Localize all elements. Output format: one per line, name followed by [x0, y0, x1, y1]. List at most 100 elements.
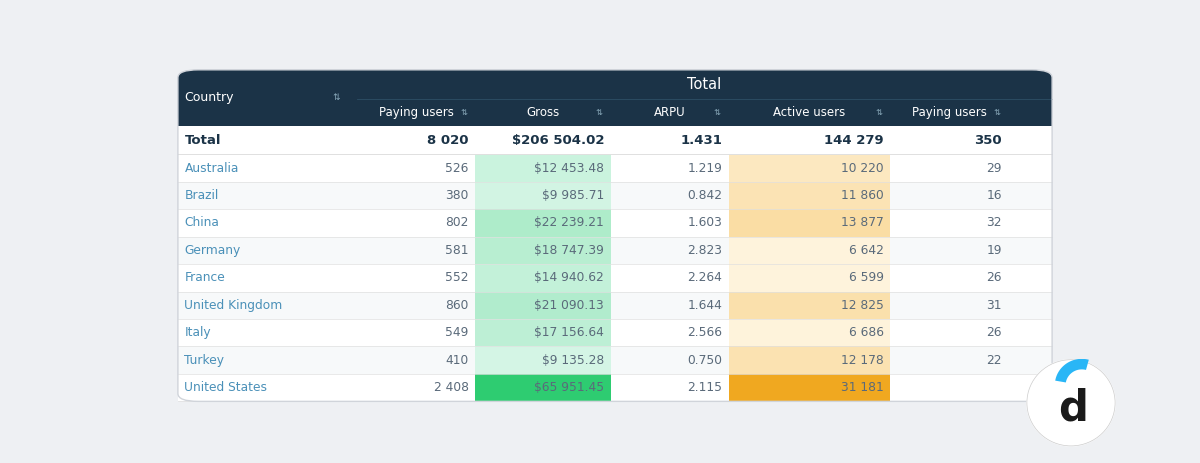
Text: Turkey: Turkey [185, 354, 224, 367]
Text: 22: 22 [986, 354, 1002, 367]
Text: 8 020: 8 020 [427, 133, 469, 147]
Text: 19: 19 [986, 244, 1002, 257]
Text: 12 825: 12 825 [841, 299, 884, 312]
Text: 32: 32 [986, 216, 1002, 230]
Bar [475, 264, 611, 292]
Text: $14 940.62: $14 940.62 [534, 271, 604, 284]
Text: 13 877: 13 877 [841, 216, 884, 230]
Bar [475, 154, 611, 182]
Bar [728, 209, 890, 237]
Text: Australia: Australia [185, 162, 239, 175]
Text: 410: 410 [445, 354, 469, 367]
Text: Brazil: Brazil [185, 189, 218, 202]
Text: $21 090.13: $21 090.13 [534, 299, 604, 312]
Text: 1.603: 1.603 [688, 216, 722, 230]
Text: 6 642: 6 642 [848, 244, 884, 257]
Bar [728, 237, 890, 264]
Text: Italy: Italy [185, 326, 211, 339]
Text: 29: 29 [986, 162, 1002, 175]
Bar [178, 182, 1052, 209]
Text: 350: 350 [974, 133, 1002, 147]
Text: 144 279: 144 279 [824, 133, 884, 147]
Text: 12 178: 12 178 [841, 354, 884, 367]
Text: 1.219: 1.219 [688, 162, 722, 175]
Text: 0.750: 0.750 [688, 354, 722, 367]
Bar [475, 182, 611, 209]
Text: $22 239.21: $22 239.21 [534, 216, 604, 230]
Text: China: China [185, 216, 220, 230]
Text: Active users: Active users [773, 106, 846, 119]
Bar [178, 346, 1052, 374]
Text: $17 156.64: $17 156.64 [534, 326, 604, 339]
Bar [475, 346, 611, 374]
Text: 549: 549 [445, 326, 469, 339]
Bar [178, 154, 1052, 182]
Text: France: France [185, 271, 226, 284]
Bar [728, 292, 890, 319]
Text: $206 504.02: $206 504.02 [511, 133, 604, 147]
Bar [178, 103, 1052, 126]
Text: 16: 16 [986, 189, 1002, 202]
Text: $9 985.71: $9 985.71 [542, 189, 604, 202]
Text: 2.115: 2.115 [688, 381, 722, 394]
Text: 26: 26 [986, 326, 1002, 339]
Bar [178, 374, 1052, 401]
Bar [475, 319, 611, 346]
Text: United Kingdom: United Kingdom [185, 299, 283, 312]
Text: 802: 802 [445, 216, 469, 230]
Bar [475, 209, 611, 237]
Bar [178, 319, 1052, 346]
Text: 860: 860 [445, 299, 469, 312]
Text: ⇅: ⇅ [994, 108, 1001, 117]
Bar [728, 154, 890, 182]
Bar [475, 292, 611, 319]
Text: 2.566: 2.566 [688, 326, 722, 339]
Text: $12 453.48: $12 453.48 [534, 162, 604, 175]
Text: 26: 26 [986, 271, 1002, 284]
Bar [178, 264, 1052, 292]
Bar [728, 264, 890, 292]
Bar [475, 237, 611, 264]
Bar [728, 319, 890, 346]
Text: ⇅: ⇅ [596, 108, 602, 117]
Text: Germany: Germany [185, 244, 241, 257]
Text: ⇅: ⇅ [714, 108, 721, 117]
Bar [728, 182, 890, 209]
Text: ⇅: ⇅ [461, 108, 468, 117]
FancyBboxPatch shape [178, 70, 1052, 126]
Text: 1.644: 1.644 [688, 299, 722, 312]
Text: 11 860: 11 860 [841, 189, 884, 202]
Circle shape [1027, 360, 1115, 446]
Text: d: d [1058, 387, 1087, 429]
Text: $9 135.28: $9 135.28 [542, 354, 604, 367]
Bar [178, 126, 1052, 154]
Bar [178, 209, 1052, 237]
Text: 1.431: 1.431 [680, 133, 722, 147]
Bar [178, 292, 1052, 319]
Text: 0.842: 0.842 [688, 189, 722, 202]
Bar [475, 374, 611, 401]
Text: 552: 552 [445, 271, 469, 284]
Text: 31: 31 [986, 299, 1002, 312]
Bar [178, 237, 1052, 264]
Text: Paying users: Paying users [912, 106, 986, 119]
Text: Total: Total [185, 133, 221, 147]
Text: 581: 581 [445, 244, 469, 257]
Text: 526: 526 [445, 162, 469, 175]
Text: $65 951.45: $65 951.45 [534, 381, 604, 394]
Text: ⇅: ⇅ [332, 94, 341, 102]
Text: Paying users: Paying users [379, 106, 454, 119]
Text: 10 220: 10 220 [841, 162, 884, 175]
Text: 6 599: 6 599 [848, 271, 884, 284]
Text: 2.264: 2.264 [688, 271, 722, 284]
Text: 2 408: 2 408 [433, 381, 469, 394]
Text: ARPU: ARPU [654, 106, 685, 119]
Bar [728, 374, 890, 401]
Text: Country: Country [185, 91, 234, 104]
Text: Gross: Gross [527, 106, 559, 119]
Text: $18 747.39: $18 747.39 [534, 244, 604, 257]
Text: ⇅: ⇅ [876, 108, 883, 117]
Bar [728, 346, 890, 374]
FancyBboxPatch shape [178, 70, 1052, 401]
Text: Total: Total [688, 77, 721, 92]
